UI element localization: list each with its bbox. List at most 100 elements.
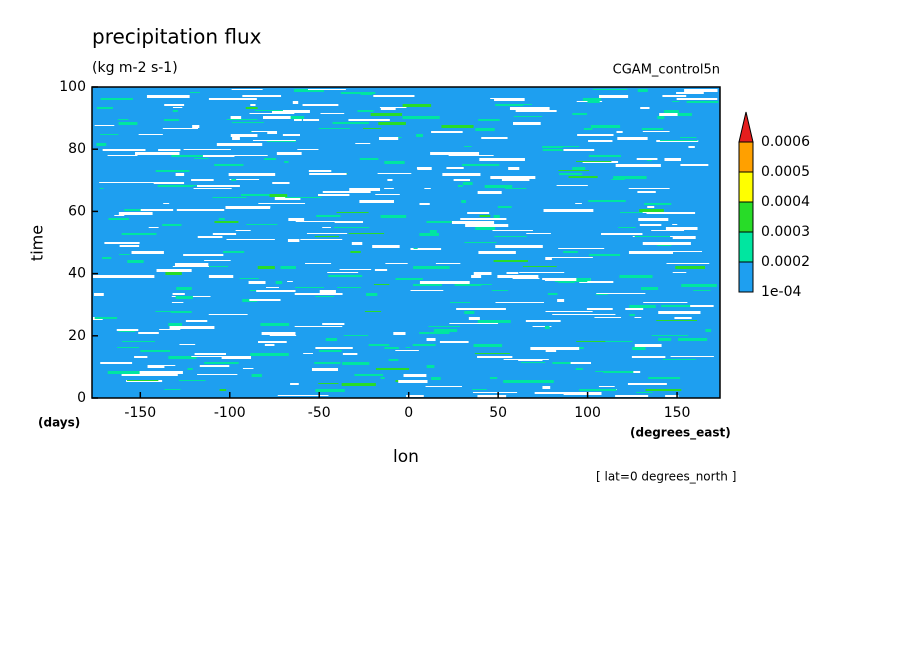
contour-fill [162, 224, 182, 226]
contour-gap [315, 347, 353, 349]
contour-gap [532, 326, 552, 327]
colorbar-label: 0.0004 [761, 194, 810, 210]
contour-gap [387, 179, 393, 181]
contour-gap [342, 353, 358, 355]
contour-fill [340, 92, 376, 94]
contour-gap [658, 311, 701, 314]
contour-gap [262, 116, 298, 119]
contour-gap [579, 281, 614, 283]
contour-gap [148, 227, 159, 228]
contour-gap [138, 134, 163, 135]
contour-gap [256, 290, 296, 292]
contour-fill [428, 326, 461, 327]
contour-fill [176, 287, 192, 290]
contour-fill [431, 377, 441, 380]
contour-fill [342, 362, 370, 365]
contour-gap [193, 188, 232, 189]
contour-gap [638, 218, 669, 221]
contour-fill [504, 188, 527, 189]
contour-fill [316, 215, 341, 217]
contour-gap [249, 113, 295, 114]
contour-fill [677, 338, 708, 341]
contour-fill [334, 227, 354, 228]
contour-gap [156, 269, 192, 272]
contour-fill [412, 344, 436, 346]
contour-fill [419, 332, 430, 334]
contour-gap [634, 344, 662, 347]
contour-gap [680, 164, 699, 166]
contour-fill [659, 140, 698, 141]
contour-gap [229, 179, 260, 180]
contour-fill [175, 296, 193, 299]
contour-gap [509, 107, 550, 110]
contour-gap [460, 218, 507, 220]
contour-gap [426, 338, 436, 341]
contour-fill [245, 107, 258, 109]
contour-gap [135, 152, 180, 155]
contour-gap [410, 248, 442, 250]
contour-gap [118, 212, 153, 215]
contour-gap [224, 155, 268, 156]
contour-fill [544, 326, 550, 329]
contour-gap [161, 374, 178, 376]
contour-gap [564, 362, 592, 364]
contour-gap [173, 95, 190, 98]
contour-gap [490, 176, 536, 179]
contour-gap [327, 272, 359, 273]
x-tick-label: 0 [404, 405, 413, 421]
contour-gap [385, 263, 408, 264]
contour-gap [642, 212, 685, 213]
contour-gap [372, 245, 400, 248]
colorbar-box [738, 231, 754, 263]
contour-fill [92, 87, 720, 398]
contour-fill [118, 122, 138, 125]
contour-gap [642, 242, 691, 245]
contour-gap [435, 263, 461, 264]
contour-gap [208, 314, 248, 315]
contour-gap [309, 173, 347, 175]
contour-gap [287, 239, 300, 242]
contour-gap [615, 164, 661, 167]
contour-gap [518, 359, 543, 361]
contour-gap [659, 113, 683, 116]
contour-fill [429, 332, 450, 334]
contour-fill [280, 266, 296, 269]
contour-fill [686, 101, 719, 103]
contour-fill [96, 107, 113, 109]
contour-fill [380, 215, 407, 218]
contour-gap [303, 353, 313, 354]
contour-fill [251, 374, 262, 377]
contour-gap [169, 326, 215, 329]
contour-gap [208, 98, 257, 100]
contour-gap [495, 245, 543, 248]
contour-gap [467, 212, 490, 214]
contour-gap [557, 299, 565, 302]
contour-gap [430, 152, 480, 155]
contour-fill [231, 122, 264, 123]
contour-gap [216, 143, 263, 146]
contour-gap [355, 143, 371, 144]
contour-gap [197, 185, 240, 187]
y-axis-label: time [28, 225, 47, 261]
contour-gap [282, 395, 329, 396]
contour-fill [575, 368, 583, 370]
contour-fill [651, 335, 689, 336]
contour-gap [176, 209, 225, 211]
contour-gap [93, 293, 104, 296]
contour-fill [96, 143, 107, 146]
contour-gap [226, 239, 275, 240]
contour-fill [454, 284, 482, 286]
contour-gap [121, 374, 128, 376]
contour-fill [509, 104, 521, 106]
contour-fill [328, 275, 363, 277]
colorbar-box [738, 201, 754, 233]
contour-fill [576, 341, 613, 342]
colorbar-label: 0.0005 [761, 164, 810, 180]
contour-gap [185, 320, 208, 322]
contour-gap [123, 374, 163, 376]
contour-fill [405, 347, 411, 348]
contour-fill [677, 113, 692, 116]
contour-gap [431, 131, 463, 133]
contour-gap [477, 356, 513, 358]
